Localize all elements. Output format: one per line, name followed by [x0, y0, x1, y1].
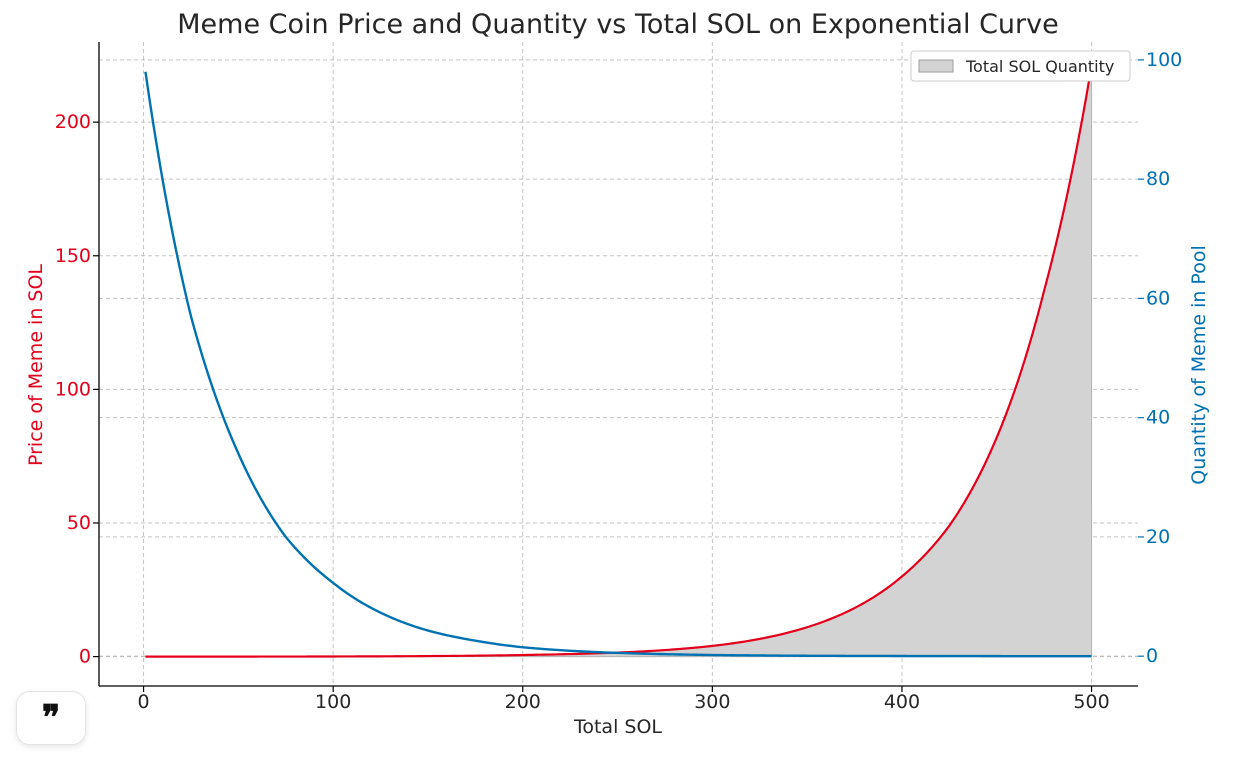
- legend: Total SOL Quantity: [910, 50, 1131, 82]
- y-tick-label-left: 100: [55, 378, 91, 400]
- y-tick-label-right: 20: [1146, 526, 1170, 548]
- legend-label: Total SOL Quantity: [965, 57, 1114, 76]
- quote-button[interactable]: ❞: [16, 691, 86, 745]
- x-tick-label: 500: [1073, 691, 1109, 713]
- x-tick-label: 300: [694, 691, 730, 713]
- axes: [98, 42, 1138, 687]
- x-axis-label: Total SOL: [573, 716, 662, 738]
- quantity-line: [144, 71, 1092, 658]
- line-layer: [144, 65, 1093, 658]
- y-tick-label-right: 100: [1146, 49, 1182, 71]
- y-tick-label-right: 60: [1146, 287, 1170, 309]
- y-tick-label-right: 80: [1146, 168, 1170, 190]
- y-tick-label-right: 0: [1146, 645, 1158, 667]
- y-axis-label-right: Quantity of Meme in Pool: [1188, 245, 1210, 485]
- legend-box: [910, 50, 1131, 82]
- quote-icon: ❞: [41, 698, 61, 738]
- chart-title: Meme Coin Price and Quantity vs Total SO…: [177, 9, 1058, 40]
- y-tick-label-left: 150: [55, 245, 91, 267]
- total-sol-area: [144, 65, 1093, 658]
- y-tick-label-left: 200: [55, 111, 91, 133]
- ticks: 0 100 200 300 400 500 0 50 100 150 200 0 20 40 60 80 100: [55, 49, 1183, 713]
- x-tick-label: 100: [315, 691, 351, 713]
- area-layer: [144, 65, 1093, 658]
- x-tick-label: 200: [505, 691, 541, 713]
- y-tick-label-left: 0: [79, 646, 91, 668]
- y-axis-label-left: Price of Meme in SOL: [25, 264, 47, 466]
- x-tick-label: 0: [138, 691, 150, 713]
- y-tick-label-left: 50: [67, 512, 91, 534]
- y-tick-label-right: 40: [1146, 407, 1170, 429]
- x-tick-label: 400: [884, 691, 920, 713]
- legend-swatch-area: [918, 59, 954, 73]
